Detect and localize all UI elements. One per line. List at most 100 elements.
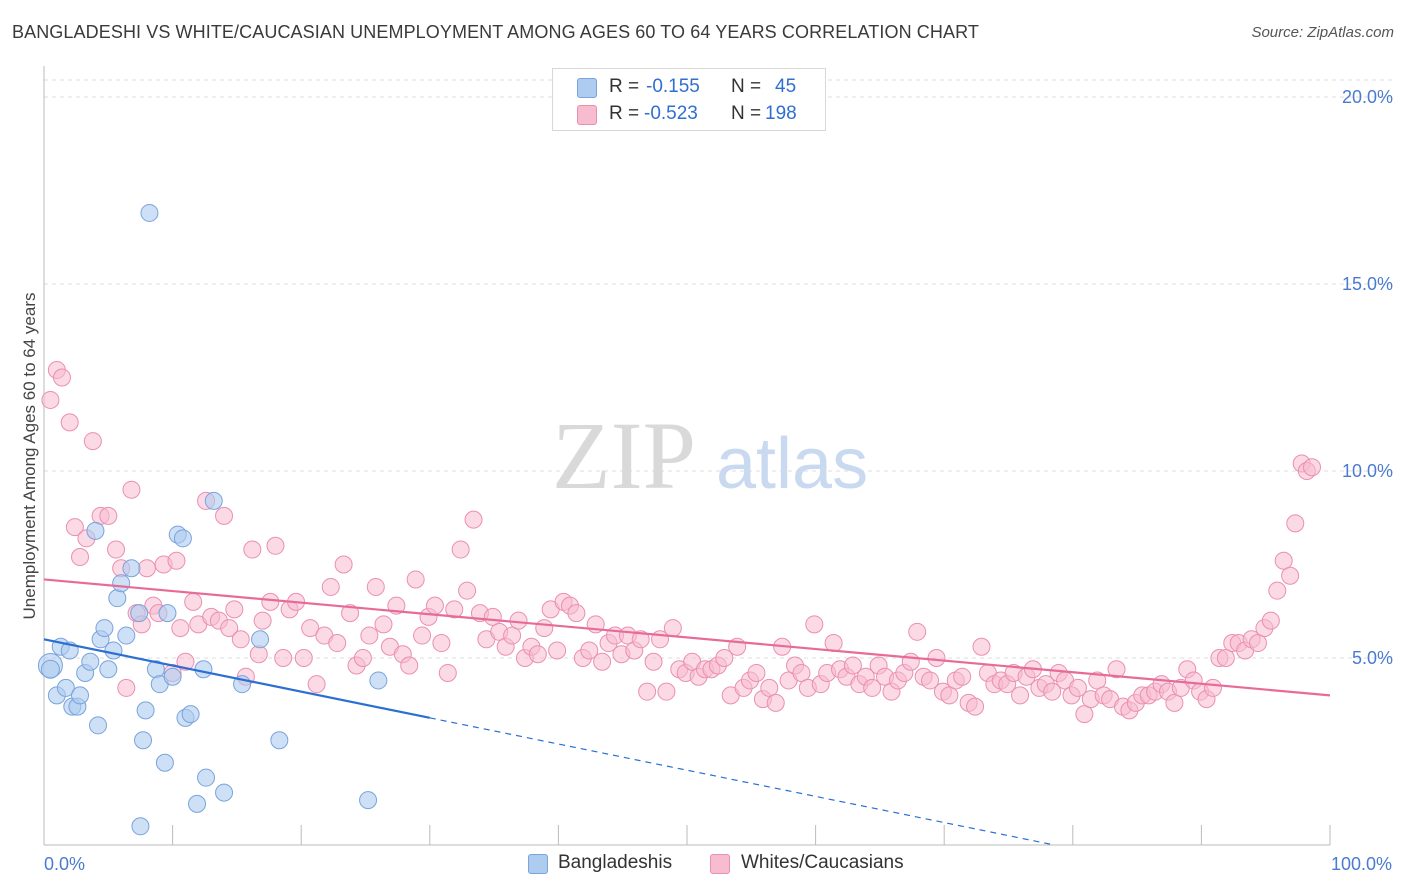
data-point-whites xyxy=(1281,566,1300,585)
data-point-whites xyxy=(261,592,280,611)
data-point-whites xyxy=(953,667,972,686)
data-point-whites xyxy=(715,649,734,667)
data-point-whites xyxy=(400,656,419,675)
data-point-whites xyxy=(167,551,186,570)
y-tick-label: 10.0% xyxy=(1342,461,1393,481)
data-point-bangladeshis xyxy=(136,701,155,720)
data-point-whites xyxy=(249,645,268,664)
data-point-whites xyxy=(1268,581,1287,600)
data-point-whites xyxy=(301,619,320,638)
data-point-whites xyxy=(445,600,464,619)
data-point-whites xyxy=(215,506,234,525)
data-point-whites xyxy=(548,641,567,660)
data-point-bangladeshis xyxy=(56,678,75,697)
data-point-whites xyxy=(593,652,612,671)
data-point-whites xyxy=(766,693,785,712)
legend-n-label: N = xyxy=(731,76,762,97)
data-point-whites xyxy=(1248,634,1267,653)
data-point-whites xyxy=(972,637,991,656)
data-point-whites xyxy=(374,615,393,634)
data-point-whites xyxy=(1075,705,1094,724)
data-point-bangladeshis xyxy=(155,753,174,772)
data-point-whites xyxy=(631,630,650,649)
data-point-whites xyxy=(243,540,262,559)
data-point-whites xyxy=(657,682,676,701)
legend-label-whites: Whites/Caucasians xyxy=(741,852,904,873)
legend-swatch-bangladeshis xyxy=(528,854,548,874)
data-point-whites xyxy=(805,615,824,634)
y-tick-label: 15.0% xyxy=(1342,274,1393,294)
data-point-whites xyxy=(1107,660,1126,679)
data-point-bangladeshis xyxy=(89,716,108,735)
data-point-whites xyxy=(253,611,272,630)
data-point-whites xyxy=(65,518,84,537)
axes xyxy=(43,66,1331,846)
legend-r-label: R = xyxy=(609,103,640,124)
data-point-whites xyxy=(413,626,432,645)
data-point-whites xyxy=(406,570,425,589)
y-tick-label: 20.0% xyxy=(1342,87,1393,107)
legend-swatch-blue xyxy=(577,78,597,98)
data-point-whites xyxy=(503,626,522,645)
data-point-bangladeshis xyxy=(204,491,223,510)
legend-n-value: 45 xyxy=(775,76,797,97)
data-point-whites xyxy=(908,622,927,641)
data-point-whites xyxy=(464,510,483,529)
data-point-whites xyxy=(225,600,244,619)
data-point-whites xyxy=(334,555,353,574)
data-point-whites xyxy=(644,652,663,671)
trend-line-bangladeshis xyxy=(43,638,431,719)
data-point-whites xyxy=(107,540,126,559)
data-point-whites xyxy=(184,592,203,611)
data-point-whites xyxy=(638,682,657,701)
data-point-whites xyxy=(747,663,766,682)
data-point-bangladeshis xyxy=(131,817,150,836)
data-point-whites xyxy=(1088,671,1107,690)
legend-r-label: R = xyxy=(609,76,640,97)
data-point-bangladeshis xyxy=(270,731,289,750)
source-label: Source: ZipAtlas.com xyxy=(1251,24,1394,41)
y-tick-label: 5.0% xyxy=(1352,648,1393,668)
data-point-whites xyxy=(360,626,379,645)
watermark-zip: ZIP xyxy=(552,402,696,509)
data-point-bangladeshis xyxy=(40,659,60,679)
data-point-whites xyxy=(41,390,60,409)
data-point-bangladeshis xyxy=(134,731,153,750)
data-point-whites xyxy=(483,607,502,626)
data-point-whites xyxy=(83,432,102,451)
legend-label-bangladeshis: Bangladeshis xyxy=(558,852,673,873)
data-point-bangladeshis xyxy=(104,641,123,660)
data-point-whites xyxy=(307,675,326,694)
data-point-bangladeshis xyxy=(95,619,114,638)
data-point-whites xyxy=(863,678,882,697)
data-point-whites xyxy=(220,619,239,638)
correlation-legend: R = -0.155 N = 45 R = -0.523 N = 198 xyxy=(552,68,826,131)
data-point-whites xyxy=(1302,458,1321,477)
data-point-whites xyxy=(966,697,985,716)
data-point-whites xyxy=(231,630,250,649)
data-point-whites xyxy=(921,671,940,690)
data-point-whites xyxy=(438,663,457,682)
series-legend: Bangladeshis Whites/Caucasians xyxy=(0,850,1406,880)
data-point-whites xyxy=(366,577,385,596)
data-point-bangladeshis xyxy=(194,660,213,679)
data-point-bangladeshis xyxy=(251,630,270,649)
data-point-whites xyxy=(71,548,90,567)
data-point-bangladeshis xyxy=(197,768,216,787)
data-point-whites xyxy=(171,619,190,638)
data-point-bangladeshis xyxy=(117,626,136,645)
data-point-whites xyxy=(328,634,347,653)
data-point-whites xyxy=(509,611,528,630)
data-point-whites xyxy=(1165,693,1184,712)
data-point-whites xyxy=(1286,514,1305,533)
data-point-whites xyxy=(535,619,554,638)
data-point-whites xyxy=(1274,551,1293,570)
data-point-whites xyxy=(425,596,444,615)
data-point-whites xyxy=(940,686,959,705)
data-point-bangladeshis xyxy=(108,589,127,608)
data-point-whites xyxy=(843,656,862,675)
data-point-bangladeshis xyxy=(163,667,182,686)
data-point-bangladeshis xyxy=(173,529,192,548)
watermark: ZIP atlas xyxy=(552,402,868,509)
